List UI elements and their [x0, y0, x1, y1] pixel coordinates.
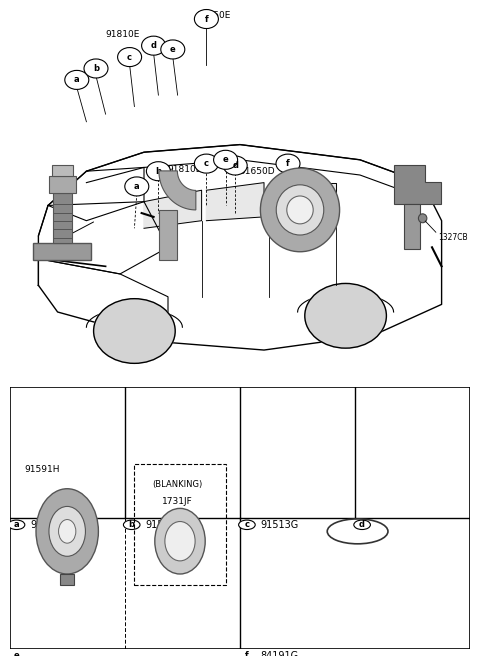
Text: a: a: [14, 520, 19, 529]
Circle shape: [287, 196, 313, 224]
Text: 91810D: 91810D: [167, 165, 203, 174]
Circle shape: [146, 161, 170, 180]
Text: e: e: [13, 651, 19, 656]
Text: 84191G: 84191G: [261, 651, 299, 656]
Text: a: a: [74, 75, 80, 85]
Circle shape: [142, 36, 166, 55]
Circle shape: [260, 168, 340, 252]
Circle shape: [239, 520, 255, 529]
Text: 91513G: 91513G: [261, 520, 299, 530]
Text: b: b: [129, 520, 135, 529]
Text: 1327CB: 1327CB: [439, 234, 468, 242]
Polygon shape: [269, 182, 336, 217]
Text: d: d: [232, 161, 238, 170]
Text: f: f: [204, 14, 208, 24]
Text: d: d: [151, 41, 156, 50]
Circle shape: [239, 651, 255, 656]
Circle shape: [214, 150, 238, 169]
Text: 91650E: 91650E: [196, 10, 231, 20]
Circle shape: [49, 506, 85, 556]
Circle shape: [419, 214, 427, 223]
Circle shape: [8, 520, 25, 529]
Circle shape: [161, 40, 185, 59]
Circle shape: [123, 520, 140, 529]
Text: e: e: [223, 155, 228, 164]
Circle shape: [94, 298, 175, 363]
Circle shape: [223, 156, 247, 175]
Text: f: f: [286, 159, 290, 168]
Text: d: d: [359, 520, 365, 529]
Circle shape: [36, 489, 98, 574]
Text: c: c: [204, 159, 209, 168]
Circle shape: [276, 154, 300, 173]
Text: c: c: [127, 52, 132, 62]
Circle shape: [194, 154, 218, 173]
Text: (BLANKING): (BLANKING): [152, 480, 203, 489]
Text: 91810E: 91810E: [105, 30, 140, 39]
Text: c: c: [244, 520, 250, 529]
Text: 91650D: 91650D: [239, 167, 275, 176]
Polygon shape: [159, 171, 196, 210]
Polygon shape: [206, 182, 264, 220]
Circle shape: [118, 47, 142, 67]
Text: b: b: [156, 167, 161, 176]
Circle shape: [354, 520, 371, 529]
Text: 91591H: 91591H: [145, 520, 184, 530]
Circle shape: [276, 185, 324, 235]
Polygon shape: [52, 165, 73, 176]
Polygon shape: [60, 574, 74, 585]
Text: a: a: [134, 182, 140, 191]
Circle shape: [305, 283, 386, 348]
Polygon shape: [33, 243, 91, 260]
Text: 1731JF: 1731JF: [162, 497, 193, 506]
Text: 91686: 91686: [30, 520, 61, 530]
Circle shape: [155, 508, 205, 574]
Polygon shape: [159, 210, 178, 260]
Text: 91591H: 91591H: [24, 464, 60, 474]
Circle shape: [194, 9, 218, 29]
Circle shape: [8, 651, 25, 656]
Circle shape: [165, 522, 195, 561]
Text: f: f: [245, 651, 249, 656]
Circle shape: [65, 70, 89, 89]
Polygon shape: [394, 165, 441, 204]
Polygon shape: [144, 190, 202, 228]
Text: b: b: [93, 64, 99, 73]
Polygon shape: [53, 193, 72, 243]
Polygon shape: [49, 176, 75, 193]
Circle shape: [84, 59, 108, 78]
Text: e: e: [170, 45, 176, 54]
Circle shape: [125, 177, 149, 196]
Circle shape: [59, 520, 76, 543]
Polygon shape: [404, 204, 420, 249]
